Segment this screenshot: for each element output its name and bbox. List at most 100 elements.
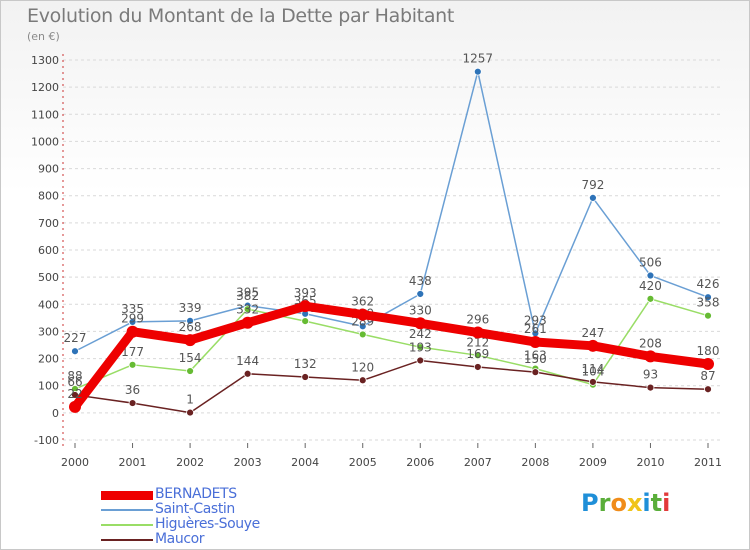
series-line-higuères-souye — [74, 298, 709, 390]
y-tick-label: 0 — [52, 407, 59, 420]
data-point — [184, 334, 197, 347]
data-label: 438 — [409, 274, 432, 288]
legend-swatch — [101, 509, 153, 511]
data-label: 132 — [294, 357, 317, 371]
data-point — [702, 358, 714, 370]
legend-label: Maucor — [155, 531, 205, 547]
y-tick-label: 400 — [38, 298, 59, 311]
data-label: 420 — [639, 279, 662, 293]
data-label: 120 — [351, 360, 374, 374]
data-label: 87 — [700, 369, 715, 383]
data-point — [128, 399, 137, 407]
data-label: 358 — [697, 296, 720, 310]
data-point — [646, 383, 655, 392]
data-point — [241, 316, 254, 329]
data-point — [416, 290, 425, 298]
y-tick-label: 100 — [38, 380, 59, 393]
data-point — [358, 330, 367, 339]
x-tick-label: 2005 — [349, 456, 377, 469]
data-point — [128, 318, 137, 326]
data-label: 332 — [236, 303, 259, 317]
data-label: 66 — [67, 375, 82, 389]
logo-letter: t — [650, 489, 663, 517]
x-tick-label: 2003 — [234, 456, 262, 469]
data-point — [358, 376, 367, 385]
data-label: 426 — [697, 277, 720, 291]
data-point — [416, 356, 425, 365]
data-label: 180 — [697, 344, 720, 358]
data-label: 227 — [64, 331, 87, 345]
data-label: 395 — [236, 286, 259, 300]
unit-label: (en €) — [27, 30, 60, 43]
data-point — [473, 363, 482, 371]
series-line-saint-castin — [74, 70, 709, 352]
data-point — [301, 373, 310, 381]
y-tick-label: 1000 — [31, 135, 59, 148]
data-label: 393 — [294, 286, 317, 300]
data-label: 114 — [581, 362, 604, 376]
series-line-bernadets — [70, 301, 713, 412]
x-tick-label: 2004 — [291, 456, 319, 469]
data-point — [126, 325, 139, 338]
data-point — [589, 378, 597, 386]
y-tick-label: 900 — [38, 163, 59, 176]
data-label: 792 — [581, 178, 604, 192]
data-label: 93 — [643, 368, 658, 382]
data-point — [128, 360, 137, 369]
proxiti-logo: Proxiti — [581, 489, 670, 517]
data-label: 242 — [409, 327, 432, 341]
logo-letter: i — [662, 489, 671, 517]
data-point — [473, 67, 482, 76]
logo-letter: o — [610, 489, 627, 517]
data-label: 154 — [179, 351, 202, 365]
y-tick-label: 1100 — [31, 108, 59, 121]
x-tick-label: 2006 — [406, 456, 434, 469]
data-point — [243, 369, 252, 378]
data-label: 362 — [351, 295, 374, 309]
data-label: 169 — [466, 347, 489, 361]
data-point — [186, 408, 194, 417]
data-point — [69, 400, 81, 413]
data-point — [646, 271, 655, 280]
data-point — [71, 347, 79, 356]
y-tick-label: 800 — [38, 190, 59, 203]
logo-letter: x — [626, 489, 643, 517]
data-point — [471, 326, 484, 339]
data-label: 506 — [639, 256, 662, 270]
legend-swatch — [101, 524, 153, 526]
legend-label: Higuères-Souye — [155, 516, 260, 532]
data-point — [531, 368, 540, 377]
data-point — [416, 343, 425, 352]
data-point — [186, 367, 194, 375]
data-label: 193 — [409, 340, 432, 354]
legend-swatch — [101, 490, 153, 500]
data-point — [299, 300, 312, 313]
data-label: 296 — [466, 313, 489, 327]
data-point — [704, 385, 712, 394]
data-label: 22 — [67, 387, 82, 401]
x-tick-label: 2010 — [636, 456, 664, 469]
legend-label: Saint-Castin — [155, 501, 235, 517]
data-label: 144 — [236, 354, 259, 368]
data-label: 163 — [524, 349, 547, 363]
data-label: 382 — [236, 289, 259, 303]
data-point — [586, 339, 599, 352]
data-label: 177 — [121, 345, 144, 359]
data-label: 261 — [524, 322, 547, 336]
x-tick-label: 2007 — [464, 456, 492, 469]
x-tick-label: 2009 — [579, 456, 607, 469]
data-label: 208 — [639, 336, 662, 350]
x-tick-label: 2002 — [176, 456, 204, 469]
legend-swatch — [101, 539, 153, 541]
data-point — [644, 350, 657, 363]
y-tick-label: -100 — [34, 434, 59, 447]
data-label: 1 — [186, 393, 194, 407]
x-tick-label: 2000 — [61, 456, 89, 469]
data-point — [243, 305, 252, 314]
x-tick-label: 2001 — [119, 456, 147, 469]
data-point — [646, 294, 655, 303]
y-tick-label: 1200 — [31, 81, 59, 94]
data-label: 339 — [179, 301, 202, 315]
